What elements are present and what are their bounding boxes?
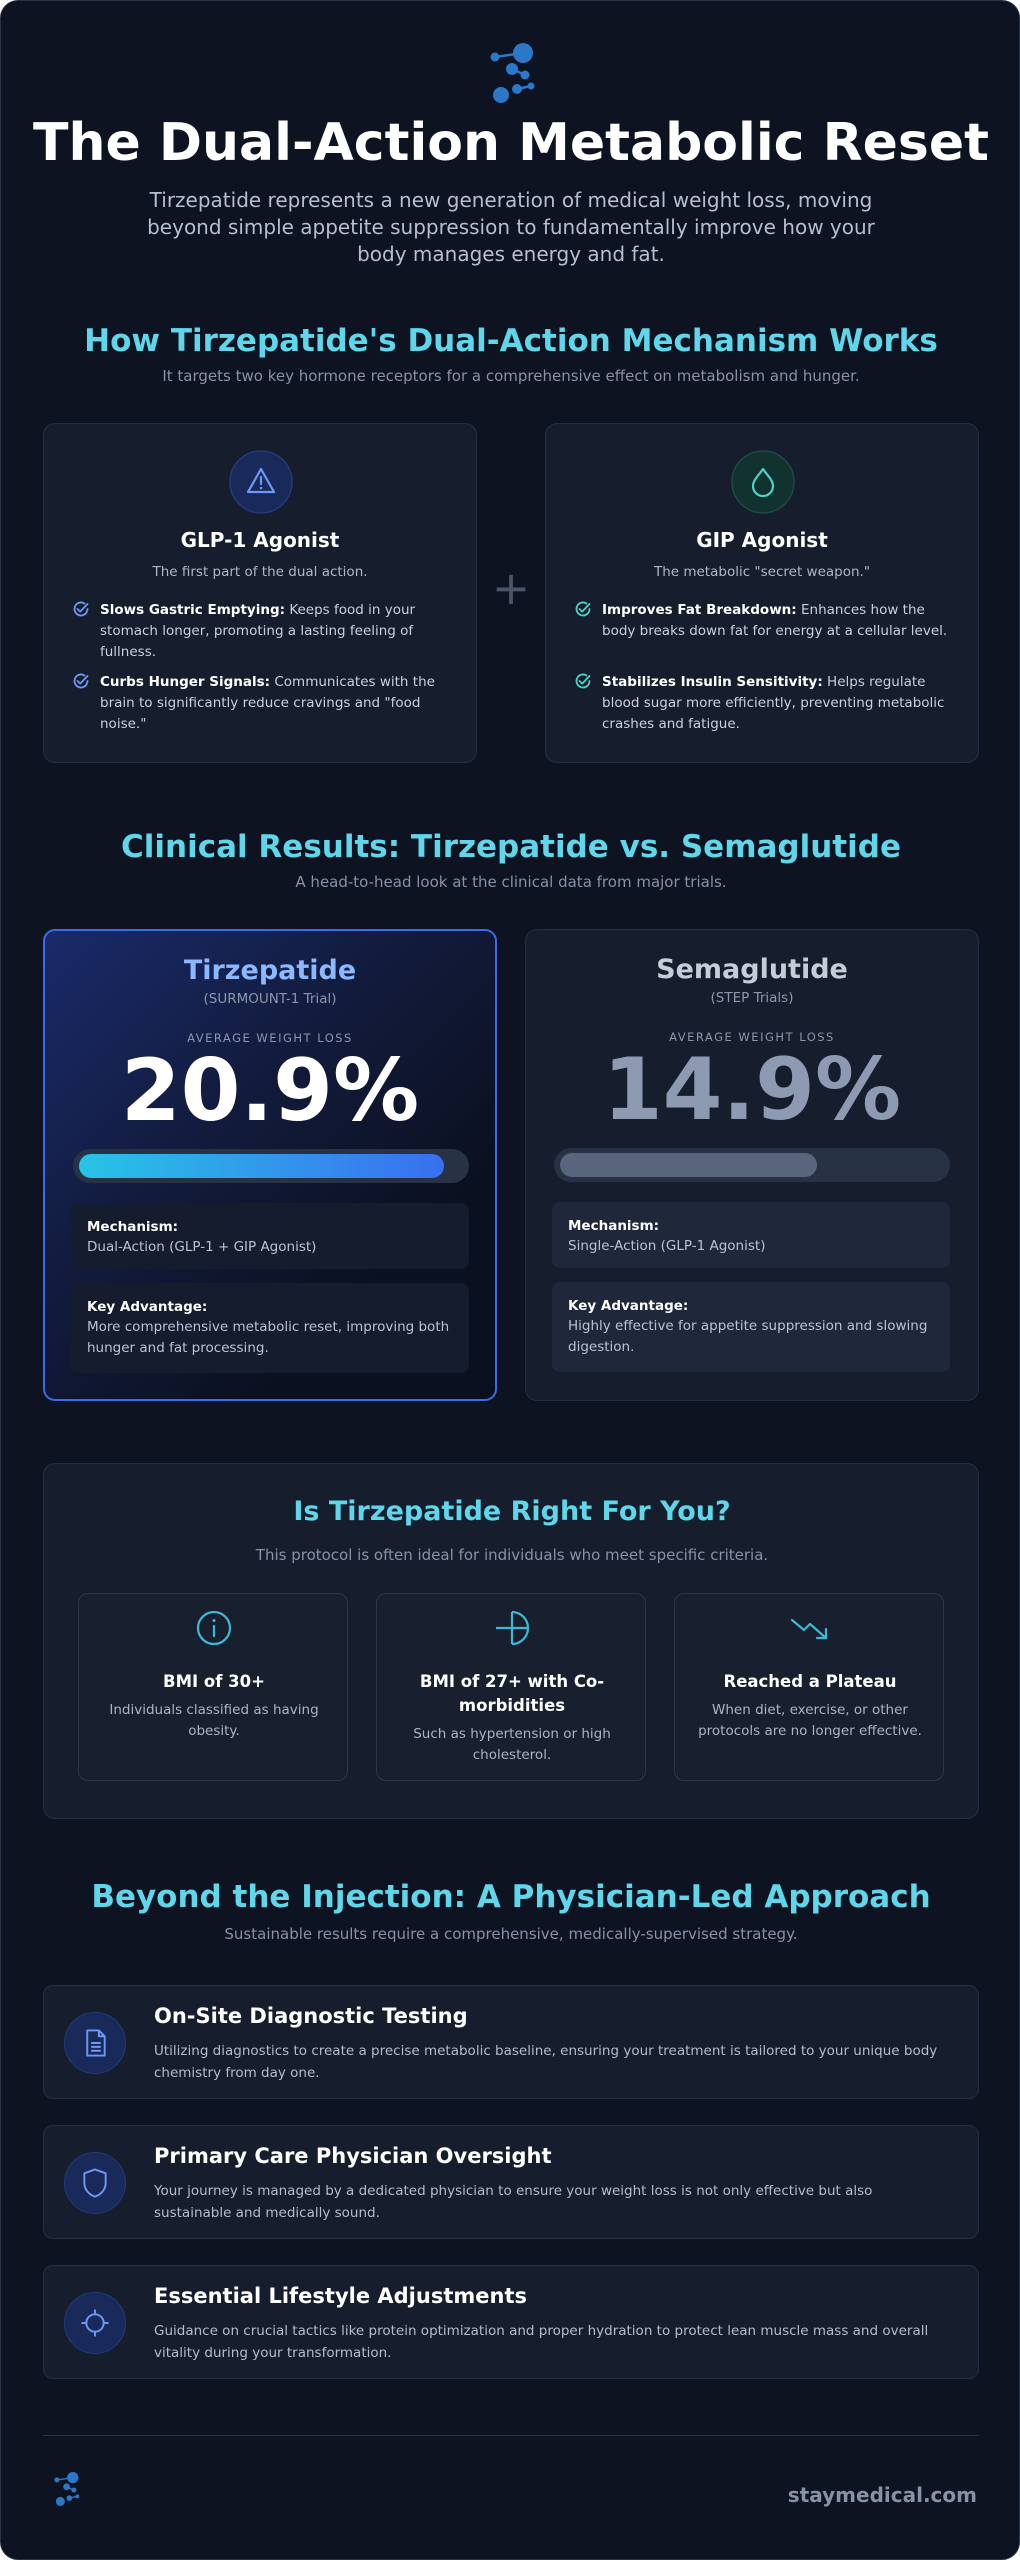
mechanism-section-title: How Tirzepatide's Dual-Action Mechanism … [84, 323, 938, 359]
info-circle-icon [196, 1610, 232, 1646]
advantage-box: Key Advantage: More comprehensive metabo… [71, 1283, 469, 1373]
gip-title: GIP Agonist [696, 528, 828, 552]
approach-title: Essential Lifestyle Adjustments [154, 2284, 527, 2308]
point-text: Enhances how the body breaks down fat fo… [602, 602, 948, 639]
metric-caption: AVERAGE WEIGHT LOSS [187, 1031, 353, 1045]
droplet-icon [731, 450, 795, 514]
approach-card: Essential Lifestyle Adjustments Guidance… [43, 2265, 979, 2379]
advantage-label: Key Advantage: [87, 1299, 208, 1315]
molecule-dots-logo-icon [54, 2472, 80, 2506]
weight-loss-bar [554, 1148, 950, 1182]
advantage-box: Key Advantage: Highly effective for appe… [552, 1282, 950, 1372]
approach-desc: Your journey is managed by a dedicated p… [154, 2183, 873, 2221]
point-label: Curbs Hunger Signals: [100, 674, 271, 690]
approach-card: On-Site Diagnostic Testing Utilizing dia… [43, 1985, 979, 2099]
criteria-title-text: Reached a Plateau [723, 1672, 897, 1691]
point-text: Keeps food in your stomach longer, promo… [100, 602, 416, 660]
trending-down-icon [790, 1618, 828, 1640]
crosshair-icon [64, 2292, 126, 2354]
advantage-value: More comprehensive metabolic reset, impr… [87, 1319, 450, 1356]
approach-section-title: Beyond the Injection: A Physician-Led Ap… [91, 1879, 931, 1915]
mechanism-box: Mechanism: Dual-Action (GLP-1 + GIP Agon… [71, 1203, 469, 1269]
approach-title: On-Site Diagnostic Testing [154, 2004, 468, 2028]
check-circle-icon [73, 601, 89, 617]
criteria-card: Reached a Plateau When diet, exercise, o… [674, 1593, 944, 1781]
mechanism-box: Mechanism: Single-Action (GLP-1 Agonist) [552, 1202, 950, 1268]
warning-triangle-icon [229, 450, 293, 514]
mechanism-label: Mechanism: [87, 1219, 179, 1235]
semaglutide-result-card: Semaglutide (STEP Trials) AVERAGE WEIGHT… [525, 929, 979, 1401]
criteria-title-text: BMI of 27+ with Co-morbidities [419, 1672, 605, 1715]
gip-subtitle: The metabolic "secret weapon." [653, 564, 871, 580]
criteria-card: BMI of 27+ with Co-morbidities Such as h… [376, 1593, 646, 1781]
weight-loss-bar-fill [560, 1153, 817, 1177]
approach-desc: Utilizing diagnostics to create a precis… [154, 2043, 938, 2081]
advantage-label: Key Advantage: [568, 1298, 689, 1314]
advantage-value: Highly effective for appetite suppressio… [568, 1318, 928, 1355]
shield-icon [64, 2152, 126, 2214]
results-section-subtitle: A head-to-head look at the clinical data… [295, 873, 727, 891]
split-circle-icon [496, 1610, 530, 1646]
glp1-subtitle: The first part of the dual action. [152, 564, 368, 580]
point-text: Communicates with the brain to significa… [100, 674, 435, 732]
drug-name: Semaglutide [656, 954, 848, 985]
footer-website-link[interactable]: staymedical.com [787, 2483, 977, 2507]
metric-caption: AVERAGE WEIGHT LOSS [669, 1030, 835, 1044]
glp1-card: GLP-1 Agonist The first part of the dual… [43, 423, 477, 763]
page-title: The Dual-Action Metabolic Reset [32, 113, 989, 173]
criteria-title: Is Tirzepatide Right For You? [293, 1496, 731, 1527]
point-label: Improves Fat Breakdown: [602, 602, 797, 618]
point-text: Helps regulate blood sugar more efficien… [602, 674, 945, 732]
criteria-subtitle: This protocol is often ideal for individ… [255, 1546, 769, 1564]
criteria-desc: Such as hypertension or high cholesterol… [413, 1726, 611, 1763]
mechanism-section-subtitle: It targets two key hormone receptors for… [162, 367, 860, 385]
weight-loss-value: 20.9% [120, 1041, 420, 1141]
criteria-desc: When diet, exercise, or other protocols … [698, 1702, 922, 1739]
mechanism-value: Single-Action (GLP-1 Agonist) [568, 1238, 766, 1254]
check-circle-icon [575, 673, 591, 689]
page-subtitle: Tirzepatide represents a new generation … [147, 188, 875, 266]
weight-loss-bar-fill [79, 1154, 444, 1178]
footer-divider [43, 2435, 979, 2436]
tirzepatide-result-card: Tirzepatide (SURMOUNT-1 Trial) AVERAGE W… [43, 929, 497, 1401]
drug-name: Tirzepatide [183, 955, 357, 986]
weight-loss-bar [73, 1149, 469, 1183]
point-label: Stabilizes Insulin Sensitivity: [602, 674, 823, 690]
mechanism-label: Mechanism: [568, 1218, 660, 1234]
criteria-card: BMI of 30+ Individuals classified as hav… [78, 1593, 348, 1781]
glp1-title: GLP-1 Agonist [180, 528, 340, 552]
criteria-title-text: BMI of 30+ [163, 1672, 265, 1691]
approach-section-subtitle: Sustainable results require a comprehens… [224, 1925, 798, 1943]
mechanism-value: Dual-Action (GLP-1 + GIP Agonist) [87, 1239, 317, 1255]
approach-desc: Guidance on crucial tactics like protein… [154, 2323, 929, 2361]
check-circle-icon [575, 601, 591, 617]
plus-sign: + [491, 561, 531, 615]
trial-name: (STEP Trials) [710, 990, 794, 1006]
approach-card: Primary Care Physician Oversight Your jo… [43, 2125, 979, 2239]
criteria-desc: Individuals classified as having obesity… [109, 1702, 319, 1739]
document-icon [64, 2012, 126, 2074]
weight-loss-value: 14.9% [602, 1040, 902, 1140]
check-circle-icon [73, 673, 89, 689]
molecule-dots-logo-icon [490, 43, 535, 103]
gip-card: GIP Agonist The metabolic "secret weapon… [545, 423, 979, 763]
trial-name: (SURMOUNT-1 Trial) [203, 991, 337, 1007]
approach-title: Primary Care Physician Oversight [154, 2144, 552, 2168]
results-section-title: Clinical Results: Tirzepatide vs. Semagl… [121, 829, 901, 865]
point-label: Slows Gastric Emptying: [100, 602, 286, 618]
